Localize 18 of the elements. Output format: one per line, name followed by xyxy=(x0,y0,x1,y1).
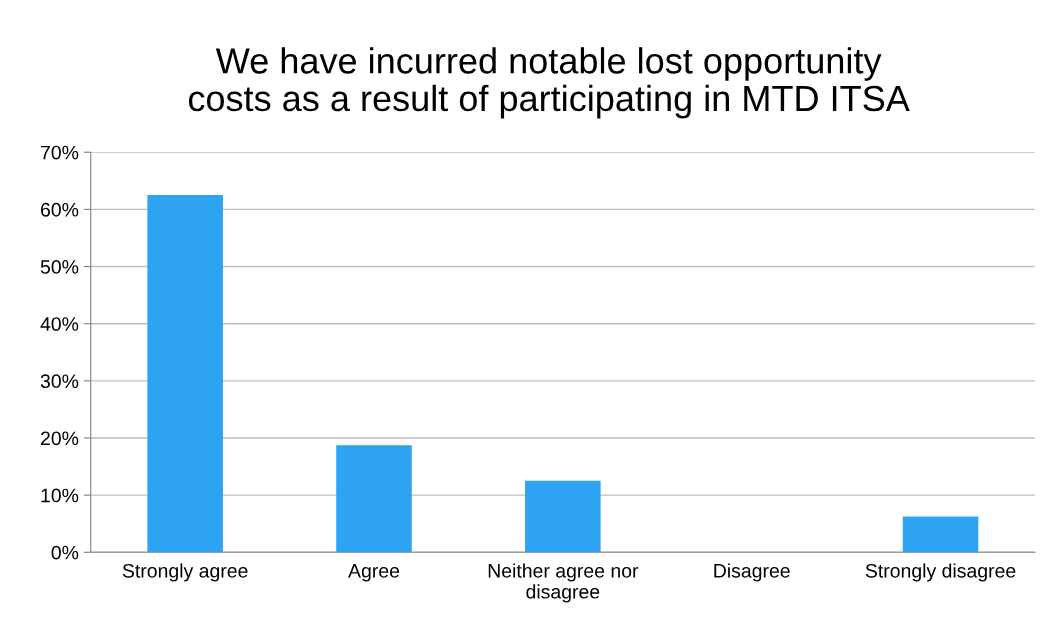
y-tick-label: 50% xyxy=(40,260,79,274)
y-tick-label: 0% xyxy=(51,545,79,560)
y-tick-label: 30% xyxy=(40,374,79,389)
y-tick-label: 40% xyxy=(40,317,79,331)
x-tick-label: Agree xyxy=(348,564,400,582)
x-tick-label: Strongly disagree xyxy=(865,563,1016,582)
chart-title: We have incurred notable lost opportunity costs as a result of participating in MTD ITSA xyxy=(188,47,910,119)
bar xyxy=(147,195,223,553)
y-tick-label: 20% xyxy=(40,431,79,446)
bar xyxy=(525,480,601,553)
y-tick-label: 70% xyxy=(41,145,79,160)
bar xyxy=(902,516,979,553)
x-tick-label: Disagree xyxy=(714,563,790,582)
y-tick-label: 10% xyxy=(41,488,79,503)
x-tick-label: Neither agree nor disagree xyxy=(488,563,639,603)
y-tick-label: 60% xyxy=(41,202,79,217)
x-tick-label: Strongly agree xyxy=(122,563,248,582)
bar xyxy=(336,445,412,553)
